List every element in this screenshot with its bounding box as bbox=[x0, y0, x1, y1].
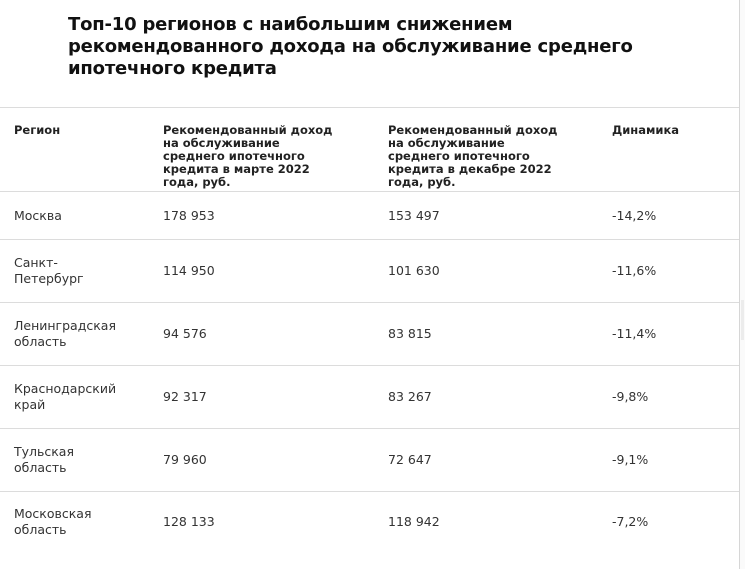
table-row: Санкт-Петербург 114 950 101 630 -11,6% bbox=[0, 239, 739, 303]
table-row: Краснодарский край 92 317 83 267 -9,8% bbox=[0, 365, 739, 429]
cell-december: 101 630 bbox=[374, 239, 598, 303]
cell-december: 72 647 bbox=[374, 428, 598, 492]
header-december-income: Рекомендованный доход на обслуживание ср… bbox=[374, 107, 598, 192]
cell-march: 79 960 bbox=[149, 428, 374, 492]
header-march-income: Рекомендованный доход на обслуживание ср… bbox=[149, 107, 374, 192]
cell-march: 92 317 bbox=[149, 365, 374, 429]
cell-region: Санкт-Петербург bbox=[0, 239, 149, 303]
cell-change: -9,1% bbox=[598, 428, 739, 492]
cell-december: 153 497 bbox=[374, 191, 598, 240]
cell-change: -11,6% bbox=[598, 239, 739, 303]
table-title: Топ-10 регионов с наибольшим снижением р… bbox=[68, 14, 633, 79]
cell-march: 114 950 bbox=[149, 239, 374, 303]
cell-march: 94 576 bbox=[149, 302, 374, 366]
scrollbar-track[interactable] bbox=[740, 0, 745, 569]
cell-region: Ленинградская область bbox=[0, 302, 149, 366]
table-header-row: Регион Рекомендованный доход на обслужив… bbox=[0, 107, 739, 192]
scrollbar-thumb[interactable] bbox=[741, 300, 744, 340]
cell-change: -7,2% bbox=[598, 491, 739, 552]
regions-table: Регион Рекомендованный доход на обслужив… bbox=[0, 107, 739, 552]
cell-change: -11,4% bbox=[598, 302, 739, 366]
table-row: Московская область 128 133 118 942 -7,2% bbox=[0, 491, 739, 552]
cell-march: 128 133 bbox=[149, 491, 374, 552]
cell-region: Краснодарский край bbox=[0, 365, 149, 429]
cell-december: 83 267 bbox=[374, 365, 598, 429]
cell-region: Тульская область bbox=[0, 428, 149, 492]
table-row: Тульская область 79 960 72 647 -9,1% bbox=[0, 428, 739, 492]
cell-december: 83 815 bbox=[374, 302, 598, 366]
cell-region: Москва bbox=[0, 191, 149, 240]
cell-change: -9,8% bbox=[598, 365, 739, 429]
cell-march: 178 953 bbox=[149, 191, 374, 240]
cell-change: -14,2% bbox=[598, 191, 739, 240]
header-change: Динамика bbox=[598, 107, 739, 192]
cell-region: Московская область bbox=[0, 491, 149, 552]
table-row: Ленинградская область 94 576 83 815 -11,… bbox=[0, 302, 739, 366]
table-row: Москва 178 953 153 497 -14,2% bbox=[0, 191, 739, 240]
cell-december: 118 942 bbox=[374, 491, 598, 552]
header-region: Регион bbox=[0, 107, 149, 192]
